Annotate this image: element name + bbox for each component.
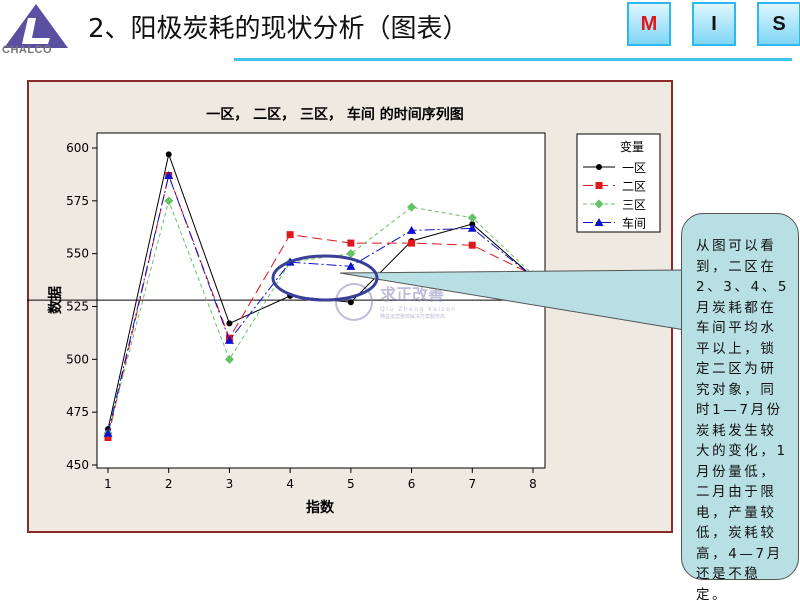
y-tick-label: 450 bbox=[66, 458, 89, 472]
y-tick-label: 500 bbox=[66, 352, 89, 366]
chalco-logo bbox=[4, 4, 68, 48]
data-point bbox=[224, 354, 234, 364]
data-point bbox=[346, 261, 356, 270]
data-point bbox=[347, 299, 354, 306]
watermark-logo: 求正改善 Qiu Zheng kaizen 精益运营整体解决方案服务商 bbox=[335, 283, 457, 321]
watermark-en: Qiu Zheng kaizen bbox=[380, 306, 457, 313]
x-tick-label: 4 bbox=[286, 477, 294, 491]
legend-marker bbox=[596, 164, 602, 170]
data-point bbox=[408, 239, 416, 247]
data-point bbox=[347, 239, 355, 247]
title-underline bbox=[234, 58, 792, 61]
nav-s-button[interactable]: S bbox=[757, 2, 800, 46]
legend-label: 一区 bbox=[622, 161, 646, 175]
chart-title: 一区， 二区， 三区， 车间 的时间序列图 bbox=[206, 106, 464, 123]
watermark-sub: 精益运营整体解决方案服务商 bbox=[380, 313, 445, 320]
y-tick-label: 475 bbox=[66, 405, 89, 419]
data-point bbox=[407, 225, 417, 234]
x-tick-label: 5 bbox=[347, 477, 355, 491]
data-point bbox=[286, 231, 294, 239]
y-tick-label: 525 bbox=[66, 300, 89, 314]
legend-marker bbox=[594, 199, 604, 209]
x-tick-label: 8 bbox=[529, 477, 537, 491]
nav-i-button[interactable]: I bbox=[692, 2, 736, 46]
y-tick-label: 575 bbox=[66, 194, 89, 208]
logo-text: CHALCO bbox=[2, 44, 53, 56]
callout-note: 从图可以看到，二区在2、3、4、5月炭耗都在车间平均水平以上，锁定二区为研究对象… bbox=[681, 213, 799, 603]
x-axis-label: 指数 bbox=[306, 499, 335, 516]
page-title: 2、阳极炭耗的现状分析（图表） bbox=[88, 14, 469, 44]
x-tick-label: 7 bbox=[468, 477, 476, 491]
y-tick-label: 550 bbox=[66, 247, 89, 261]
legend-label: 二区 bbox=[622, 180, 646, 194]
series-line bbox=[107, 173, 534, 438]
legend-marker bbox=[594, 218, 604, 226]
x-tick-label: 1 bbox=[104, 477, 112, 491]
data-point bbox=[165, 151, 172, 158]
data-point bbox=[468, 241, 476, 249]
x-tick-label: 3 bbox=[226, 477, 234, 491]
data-point bbox=[407, 202, 417, 212]
data-point bbox=[346, 249, 356, 259]
watermark-cn: 求正改善 bbox=[380, 285, 444, 304]
series-line bbox=[107, 199, 534, 434]
x-tick-label: 2 bbox=[165, 477, 173, 491]
legend-title: 变量 bbox=[620, 139, 644, 154]
data-point bbox=[226, 320, 233, 327]
data-point bbox=[224, 335, 234, 344]
data-point bbox=[164, 170, 174, 179]
series-line bbox=[107, 173, 534, 434]
legend-marker bbox=[595, 182, 603, 189]
highlight-ellipse bbox=[271, 254, 379, 302]
data-point bbox=[164, 196, 174, 206]
callout-text: 从图可以看到，二区在2、3、4、5月炭耗都在车间平均水平以上，锁定二区为研究对象… bbox=[696, 238, 790, 603]
data-point bbox=[467, 223, 477, 232]
legend-label: 三区 bbox=[622, 198, 646, 212]
y-tick-label: 600 bbox=[66, 141, 89, 155]
data-point bbox=[103, 428, 113, 437]
data-point bbox=[467, 213, 477, 223]
nav-m-button[interactable]: M bbox=[627, 2, 671, 46]
x-tick-label: 6 bbox=[408, 477, 416, 491]
legend-label: 车间 bbox=[622, 216, 646, 231]
